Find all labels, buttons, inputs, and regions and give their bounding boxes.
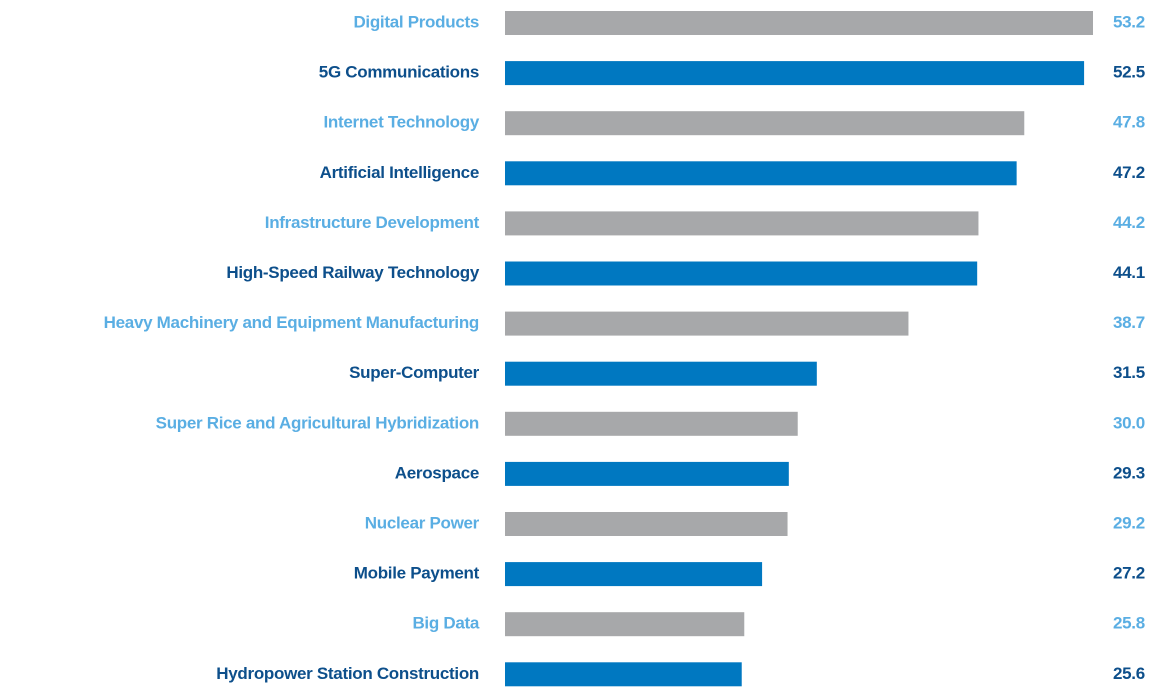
- value-label: 47.2: [1113, 163, 1145, 182]
- bar: [505, 361, 817, 386]
- bar: [505, 662, 742, 687]
- bar: [505, 111, 1025, 136]
- bar: [505, 161, 1017, 186]
- bar: [505, 411, 798, 436]
- category-label: Internet Technology: [324, 113, 480, 132]
- category-label: Nuclear Power: [365, 513, 480, 532]
- bar: [505, 261, 978, 286]
- bar: [505, 11, 1093, 35]
- category-label: Heavy Machinery and Equipment Manufactur…: [104, 313, 479, 332]
- category-label: Mobile Payment: [354, 564, 480, 583]
- bar: [505, 211, 979, 236]
- category-label: 5G Communications: [319, 63, 479, 82]
- category-label: Aerospace: [395, 463, 479, 482]
- bar: [505, 562, 763, 587]
- value-label: 52.5: [1113, 63, 1145, 82]
- value-label: 27.2: [1113, 564, 1145, 583]
- category-label: Infrastructure Development: [265, 213, 480, 232]
- category-label: Super-Computer: [349, 363, 480, 382]
- bar: [505, 461, 789, 486]
- bar: [505, 612, 745, 637]
- value-label: 38.7: [1113, 313, 1145, 332]
- value-label: 25.6: [1113, 664, 1145, 683]
- category-label: Big Data: [412, 614, 479, 633]
- bar: [505, 311, 909, 336]
- value-label: 30.0: [1113, 413, 1145, 432]
- bar: [505, 512, 788, 536]
- value-label: 31.5: [1113, 363, 1145, 382]
- category-label: Super Rice and Agricultural Hybridizatio…: [156, 413, 479, 432]
- value-label: 44.2: [1113, 213, 1145, 232]
- value-label: 44.1: [1113, 263, 1145, 282]
- value-label: 29.2: [1113, 513, 1145, 532]
- value-label: 29.3: [1113, 463, 1145, 482]
- value-label: 25.8: [1113, 614, 1145, 633]
- category-label: Artificial Intelligence: [320, 163, 479, 182]
- value-label: 47.8: [1113, 113, 1145, 132]
- category-label: Hydropower Station Construction: [216, 664, 479, 683]
- category-label: Digital Products: [353, 12, 479, 31]
- category-label: High-Speed Railway Technology: [226, 263, 479, 282]
- bar: [505, 61, 1085, 86]
- value-label: 53.2: [1113, 12, 1145, 31]
